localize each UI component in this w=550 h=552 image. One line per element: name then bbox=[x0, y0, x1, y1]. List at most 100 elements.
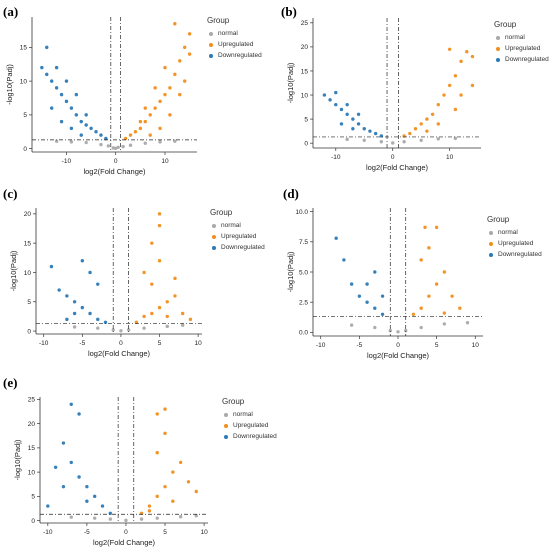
point-upregulated bbox=[434, 225, 439, 230]
point-normal bbox=[96, 326, 100, 330]
legend-item-downregulated: Downregulated bbox=[207, 50, 262, 61]
legend-item-upregulated: Upregulated bbox=[494, 43, 549, 54]
point-normal bbox=[165, 324, 169, 329]
legend-item-normal: normal bbox=[222, 409, 277, 420]
y-tick-label: 20 bbox=[28, 421, 36, 428]
x-tick-label: -5 bbox=[84, 529, 90, 536]
legend-item-upregulated: Upregulated bbox=[222, 420, 277, 431]
point-upregulated bbox=[143, 119, 147, 124]
point-downregulated bbox=[334, 90, 338, 95]
point-upregulated bbox=[442, 93, 446, 97]
point-downregulated bbox=[85, 484, 89, 489]
point-downregulated bbox=[54, 65, 59, 70]
point-normal bbox=[139, 517, 144, 521]
legend-item-upregulated: Upregulated bbox=[207, 39, 262, 50]
point-upregulated bbox=[470, 54, 475, 59]
point-downregulated bbox=[69, 460, 73, 465]
point-downregulated bbox=[53, 465, 58, 469]
point-downregulated bbox=[46, 504, 50, 508]
point-upregulated bbox=[425, 117, 429, 121]
point-normal bbox=[99, 142, 103, 147]
point-downregulated bbox=[88, 311, 92, 316]
point-downregulated bbox=[40, 65, 44, 70]
point-upregulated bbox=[427, 246, 431, 250]
y-tick-label: 0.0 bbox=[299, 330, 308, 337]
point-upregulated bbox=[168, 86, 172, 90]
point-upregulated bbox=[436, 102, 440, 107]
legend-title: Group bbox=[207, 16, 230, 25]
point-downregulated bbox=[72, 300, 77, 304]
y-axis-label: -log10(Padj) bbox=[5, 64, 14, 105]
point-upregulated bbox=[187, 52, 192, 56]
point-normal bbox=[391, 141, 395, 145]
legend-b: Group normal Upregulated Downregulated bbox=[494, 20, 549, 65]
y-tick-label: 20 bbox=[301, 44, 309, 51]
legend-label: Upregulated bbox=[498, 240, 534, 247]
x-tick-label: 0 bbox=[391, 154, 395, 161]
point-upregulated bbox=[447, 47, 452, 51]
point-downregulated bbox=[49, 264, 54, 269]
point-normal bbox=[404, 328, 408, 333]
point-upregulated bbox=[188, 317, 193, 322]
x-tick-label: 0 bbox=[119, 340, 123, 347]
legend-label: Upregulated bbox=[221, 233, 257, 240]
legend-label: Downregulated bbox=[221, 244, 265, 251]
point-normal bbox=[402, 140, 406, 144]
point-upregulated bbox=[157, 305, 162, 310]
point-normal bbox=[173, 139, 177, 143]
point-downregulated bbox=[77, 412, 81, 416]
y-axis-label: -log10(Padj) bbox=[286, 251, 295, 292]
point-upregulated bbox=[150, 282, 154, 286]
point-upregulated bbox=[157, 212, 162, 216]
legend-item-normal: normal bbox=[210, 220, 265, 231]
y-tick-label: 5 bbox=[304, 116, 308, 123]
point-normal bbox=[419, 325, 423, 330]
x-axis-label: log2(Fold Change) bbox=[93, 538, 156, 547]
x-tick-label: 10 bbox=[446, 154, 454, 161]
y-tick-label: 5 bbox=[31, 494, 35, 501]
x-tick-label: -5 bbox=[79, 340, 85, 347]
point-downregulated bbox=[94, 130, 98, 134]
y-axis-label: -log10(Padj) bbox=[9, 250, 18, 291]
point-normal bbox=[119, 329, 123, 333]
point-upregulated bbox=[143, 106, 147, 110]
point-upregulated bbox=[178, 59, 182, 63]
point-upregulated bbox=[459, 93, 463, 97]
point-normal bbox=[436, 137, 440, 141]
x-tick-label: 5 bbox=[435, 342, 439, 349]
legend-item-downregulated: Downregulated bbox=[210, 242, 265, 253]
point-upregulated bbox=[423, 225, 427, 230]
point-upregulated bbox=[442, 311, 447, 315]
point-downregulated bbox=[80, 259, 85, 263]
point-normal bbox=[362, 138, 366, 142]
point-downregulated bbox=[61, 484, 66, 489]
point-upregulated bbox=[165, 300, 169, 304]
point-upregulated bbox=[459, 59, 463, 64]
point-normal bbox=[178, 515, 183, 519]
y-axis-label: -log10(Padj) bbox=[13, 439, 22, 480]
point-normal bbox=[84, 140, 88, 145]
point-downregulated bbox=[65, 294, 69, 298]
point-downregulated bbox=[72, 311, 77, 316]
point-downregulated bbox=[96, 317, 100, 322]
legend-title: Group bbox=[210, 208, 233, 217]
point-downregulated bbox=[79, 133, 83, 137]
point-upregulated bbox=[155, 412, 159, 416]
point-downregulated bbox=[357, 294, 362, 298]
point-normal bbox=[106, 144, 111, 148]
y-tick-label: 10 bbox=[24, 270, 32, 277]
point-downregulated bbox=[334, 102, 338, 107]
point-upregulated bbox=[158, 126, 162, 131]
point-upregulated bbox=[442, 270, 447, 274]
point-upregulated bbox=[142, 270, 146, 275]
x-axis-label: log2(Fold Change) bbox=[88, 349, 151, 358]
point-downregulated bbox=[84, 113, 88, 117]
legend-label: normal bbox=[498, 229, 518, 236]
y-axis-label: -log10(Padj) bbox=[286, 62, 295, 103]
volcano-plot-b: -10 0 10 0 5 10 15 20 25 log2(Fold Change) -log10(… bbox=[286, 18, 481, 172]
y-tick-label: 20 bbox=[24, 211, 32, 218]
legend-a: Group normal Upregulated Downregulated bbox=[207, 16, 262, 61]
point-normal bbox=[155, 516, 159, 520]
point-normal bbox=[126, 328, 131, 332]
legend-e: Group normal Upregulated Downregulated bbox=[222, 397, 277, 442]
